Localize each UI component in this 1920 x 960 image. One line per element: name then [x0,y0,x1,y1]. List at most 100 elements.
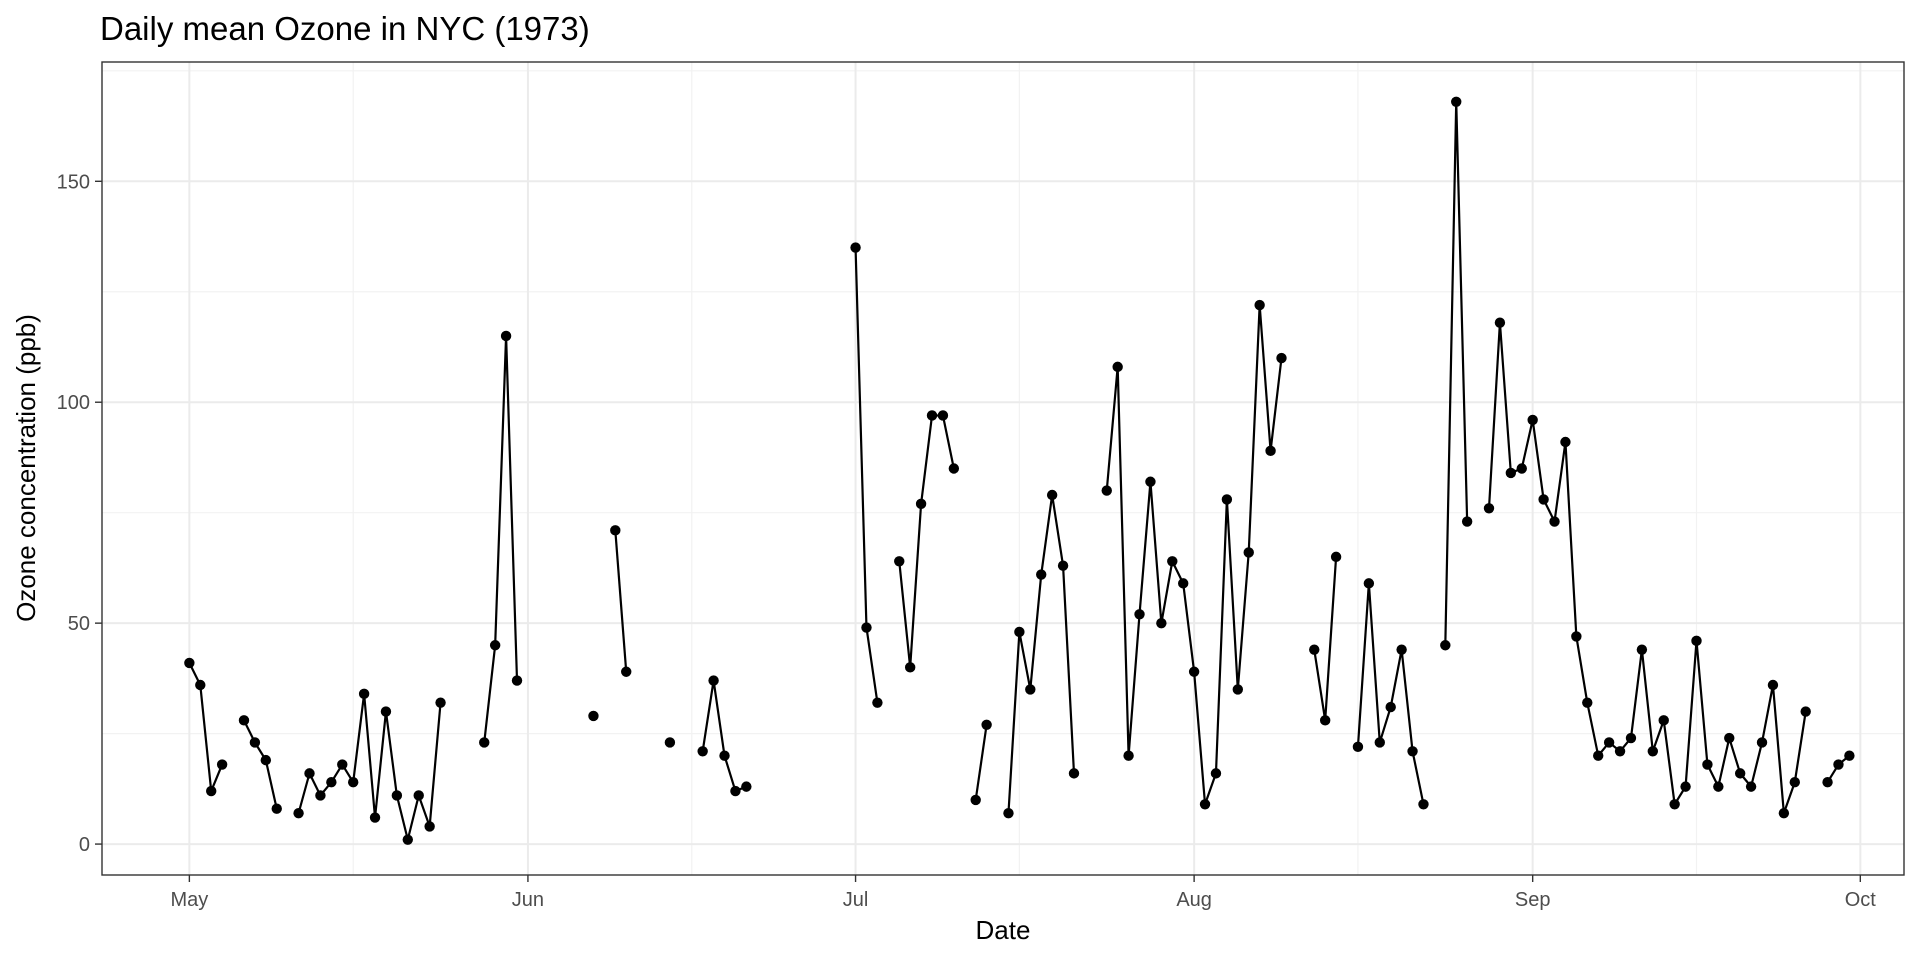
data-point [1658,715,1669,726]
data-point [621,666,632,677]
data-point [1582,697,1593,708]
data-point [293,807,304,819]
data-point [260,754,272,766]
data-point [730,785,741,797]
data-point [369,812,381,823]
series-line-segment [854,247,879,703]
data-point [1396,644,1407,655]
data-point [1680,781,1691,792]
data-point [238,715,250,726]
data-point [337,759,348,770]
major-gridlines [102,62,1904,875]
data-point [1702,759,1713,770]
data-point [1440,640,1451,651]
x-tick-label: Jun [512,889,544,911]
chart-title: Daily mean Ozone in NYC (1973) [100,10,590,47]
data-point [1745,781,1757,792]
data-point [850,242,861,253]
minor-gridlines [102,62,1904,875]
data-point [402,834,413,845]
data-point [1068,768,1080,779]
data-point [697,746,708,757]
data-point [1647,746,1659,757]
data-point [719,750,730,761]
data-point [1483,503,1495,514]
data-point [1833,759,1844,770]
data-point [1188,666,1200,677]
data-point [1571,631,1582,642]
data-point [1243,547,1254,558]
data-point [588,710,599,722]
data-point [1276,352,1287,364]
data-point [1199,799,1211,810]
data-point [249,737,261,748]
data-point [1123,750,1134,761]
series-line-segment [1444,100,1469,646]
data-point [500,330,512,342]
plot-panel-border [101,61,1905,876]
series-line-segment [898,414,955,669]
data-point [1549,516,1560,527]
data-point [358,688,370,700]
series-line-segment [614,530,628,672]
data-point [894,556,905,567]
data-point [937,410,949,421]
data-point [1822,777,1833,788]
series-line-segment [701,679,747,793]
data-point [489,640,501,651]
data-point [1614,746,1626,757]
data-point [391,790,403,801]
data-point [664,737,676,748]
series-line-segment [1356,582,1425,805]
data-point [1669,799,1680,810]
data-point [1625,732,1637,744]
data-point [1724,732,1735,744]
x-tick-label: Sep [1515,889,1551,911]
data-point [1210,768,1222,779]
x-tick-label: Aug [1176,889,1212,911]
data-point [1134,609,1145,620]
data-point [926,410,938,421]
data-point [1527,414,1538,426]
data-point [1636,644,1648,655]
data-point [1025,684,1036,695]
data-point [1691,635,1702,647]
data-point [872,697,883,708]
data-point [271,803,282,814]
data-point [1538,494,1549,505]
x-tick-label: May [170,889,208,911]
data-point [1003,807,1014,819]
data-point [1451,96,1462,107]
data-point [1593,750,1604,761]
data-point [206,785,217,797]
data-point [1407,746,1418,757]
data-point [184,657,195,669]
data-point [1352,741,1364,753]
series-line-segment [242,719,278,809]
data-point [1516,463,1527,474]
data-point [1505,467,1517,479]
y-tick-label: 50 [68,613,90,635]
data-point [1145,476,1156,487]
data-point [1844,750,1855,761]
data-point [1330,551,1342,563]
data-point [1254,299,1265,311]
data-point [1167,556,1178,567]
data-point [479,737,490,748]
data-point [380,706,392,717]
y-tick-label: 0 [79,834,90,856]
data-point [1560,436,1571,448]
x-axis-title: Date [976,915,1031,945]
data-point [1309,644,1320,655]
y-tick-label: 150 [57,171,90,193]
data-point [1363,578,1375,589]
data-point [1756,737,1768,748]
x-tick-label: Jul [843,889,869,911]
data-point [413,790,424,801]
data-point [1036,569,1047,580]
data-point [1112,361,1123,373]
data-point [347,777,359,788]
data-point [1778,807,1790,819]
series-line-segment [483,334,519,743]
